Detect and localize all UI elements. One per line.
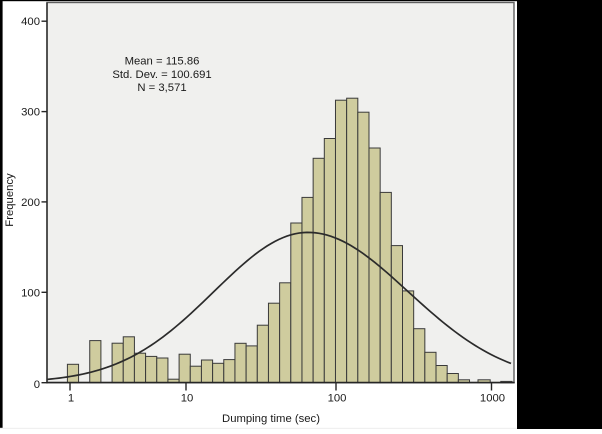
svg-text:Dumping time (sec): Dumping time (sec) <box>222 413 320 425</box>
svg-text:100: 100 <box>328 393 347 405</box>
svg-text:Frequency: Frequency <box>4 173 16 227</box>
svg-text:400: 400 <box>21 16 40 28</box>
svg-text:Mean = 115.86: Mean = 115.86 <box>125 56 200 68</box>
svg-text:0: 0 <box>34 379 40 391</box>
svg-text:200: 200 <box>21 197 40 209</box>
svg-text:1000: 1000 <box>480 393 505 405</box>
svg-text:10: 10 <box>181 393 194 405</box>
svg-text:1: 1 <box>68 393 74 405</box>
svg-text:Std. Dev. = 100.691: Std. Dev. = 100.691 <box>112 69 211 81</box>
svg-text:100: 100 <box>21 287 40 299</box>
svg-text:N = 3,571: N = 3,571 <box>137 82 186 94</box>
svg-text:300: 300 <box>21 107 40 119</box>
